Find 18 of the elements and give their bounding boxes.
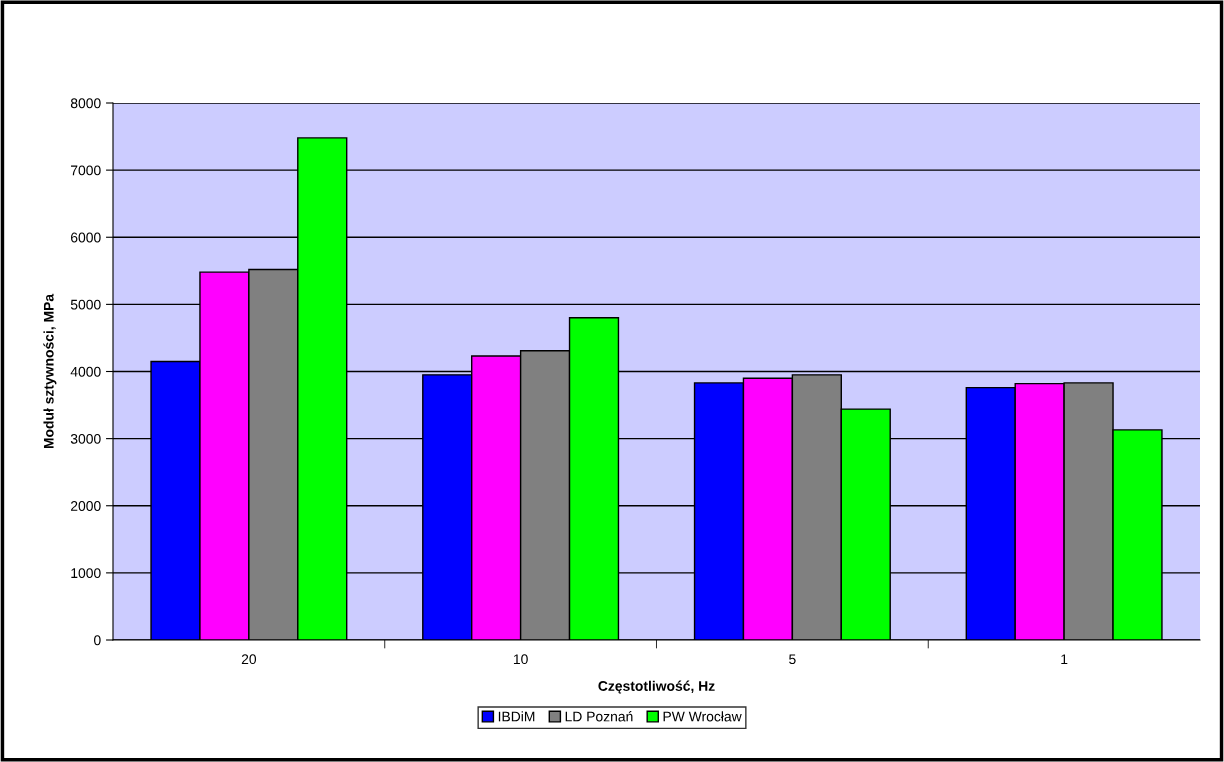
x-tick-label: 20 [241, 654, 257, 665]
y-tick-label: 4000 [70, 366, 101, 377]
legend-label: LD Poznań [565, 711, 633, 722]
y-tick-label: 7000 [71, 165, 101, 176]
y-axis-title: Moduł sztywności, MPa [43, 293, 57, 449]
y-tick-label: 5000 [70, 299, 101, 310]
y-tick-label: 3000 [70, 433, 101, 444]
x-tick-label: 5 [789, 654, 796, 665]
x-tick-label: 1 [1061, 654, 1068, 664]
y-tick-label: 1000 [71, 568, 101, 579]
legend-label: IBDiM [498, 711, 535, 722]
legend-label: PW Wrocław [663, 711, 742, 722]
y-tick-label: 0 [94, 635, 101, 646]
y-tick-label: 6000 [71, 232, 101, 243]
y-tick-label: 2000 [71, 501, 101, 511]
x-tick-label: 10 [513, 654, 528, 665]
y-tick-label: 8000 [70, 98, 101, 109]
x-axis-title: Częstotliwość, Hz [598, 680, 715, 694]
